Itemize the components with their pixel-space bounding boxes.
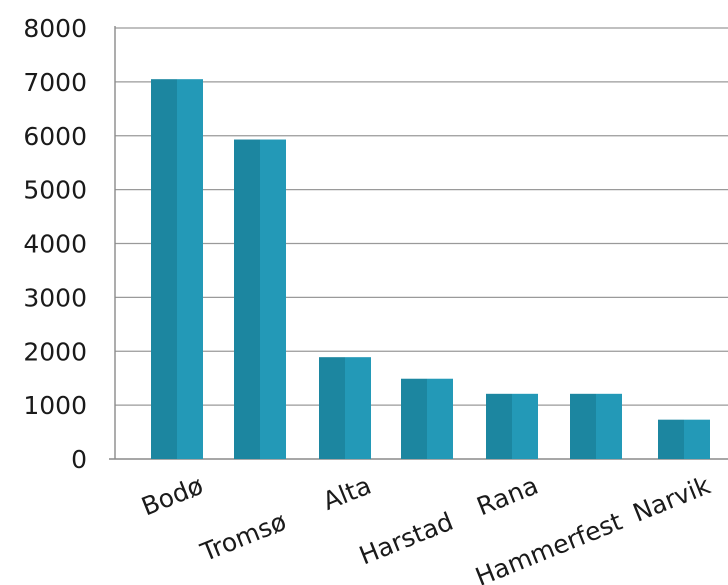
bar-shade-dark: [486, 394, 512, 459]
y-tick-label: 8000: [23, 14, 87, 43]
bar-rana: [486, 394, 538, 459]
x-category-label: Narvik: [629, 470, 715, 527]
bar-shade-dark: [658, 420, 684, 459]
bar-shade-light: [345, 357, 371, 459]
y-tick-label: 5000: [23, 176, 87, 205]
y-tick-label: 1000: [23, 391, 87, 420]
y-tick-label: 0: [71, 445, 87, 474]
bar-shade-light: [260, 140, 286, 459]
x-category-label: Hammerfest: [471, 507, 626, 585]
bar-shade-dark: [401, 379, 427, 459]
bar-harstad: [401, 379, 453, 459]
bar-hammerfest: [570, 394, 622, 459]
x-category-label: Alta: [319, 471, 375, 516]
y-tick-label: 4000: [23, 230, 87, 259]
bar-shade-light: [177, 79, 203, 459]
bar-alta: [319, 357, 371, 459]
bar-shade-light: [596, 394, 622, 459]
bar-shade-light: [427, 379, 453, 459]
bar-shade-dark: [570, 394, 596, 459]
y-tick-label: 2000: [23, 337, 87, 366]
bar-shade-dark: [319, 357, 345, 459]
bar-shade-dark: [234, 140, 260, 459]
y-tick-label: 6000: [23, 122, 87, 151]
x-category-label: Bodø: [137, 471, 207, 522]
x-category-label: Rana: [473, 471, 543, 522]
bar-shade-dark: [151, 79, 177, 459]
y-axis-tick-labels: 0 1000 2000 3000 4000 5000 6000 7000 8000: [23, 14, 87, 474]
y-tick-label: 7000: [23, 68, 87, 97]
bar-narvik: [658, 420, 710, 459]
bar-shade-light: [684, 420, 710, 459]
bar-tromsø: [234, 140, 286, 459]
gridlines: [115, 28, 728, 405]
x-category-label: Tromsø: [196, 507, 291, 568]
x-category-label: Harstad: [355, 507, 457, 571]
bar-bodø: [151, 79, 203, 459]
bar-shade-light: [512, 394, 538, 459]
y-tick-label: 3000: [23, 283, 87, 312]
